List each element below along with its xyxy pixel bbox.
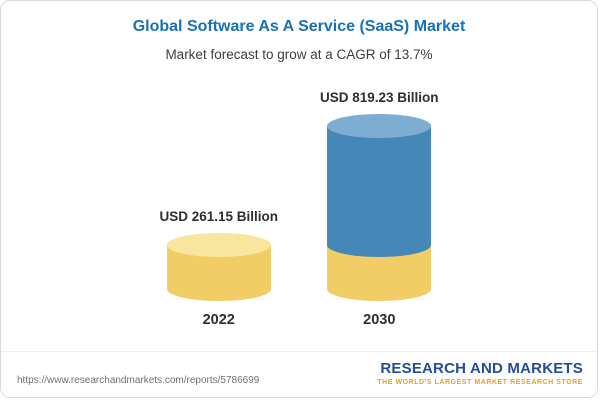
- chart-subtitle: Market forecast to grow at a CAGR of 13.…: [165, 47, 433, 62]
- cylinder-2030-top-ellipse: [327, 114, 432, 138]
- cylinder-2022: [166, 233, 271, 301]
- chart-area: USD 261.15 Billion 2022 USD 819.23 Billi…: [1, 90, 597, 328]
- value-label-2030: USD 819.23 Billion: [320, 90, 439, 105]
- logo-wordmark: RESEARCH AND MARKETS: [380, 360, 583, 377]
- category-label-2022: 2022: [202, 312, 235, 328]
- chart-header: Global Software As A Service (SaaS) Mark…: [1, 1, 597, 62]
- bar-column-2030: USD 819.23 Billion 2030: [320, 90, 439, 328]
- bar-column-2022: USD 261.15 Billion 2022: [159, 209, 278, 328]
- footer: https://www.researchandmarkets.com/repor…: [1, 351, 597, 397]
- cylinder-2030: [327, 114, 432, 301]
- cylinder-2030-body: [327, 126, 432, 257]
- value-label-2022: USD 261.15 Billion: [159, 209, 278, 224]
- category-label-2030: 2030: [363, 312, 396, 328]
- report-url-link[interactable]: https://www.researchandmarkets.com/repor…: [17, 375, 260, 386]
- cylinder-2022-top-ellipse: [166, 233, 271, 257]
- logo-tagline: THE WORLD'S LARGEST MARKET RESEARCH STOR…: [377, 379, 583, 386]
- page-title: Global Software As A Service (SaaS) Mark…: [132, 18, 466, 35]
- research-and-markets-logo: RESEARCH AND MARKETS THE WORLD'S LARGEST…: [377, 361, 583, 386]
